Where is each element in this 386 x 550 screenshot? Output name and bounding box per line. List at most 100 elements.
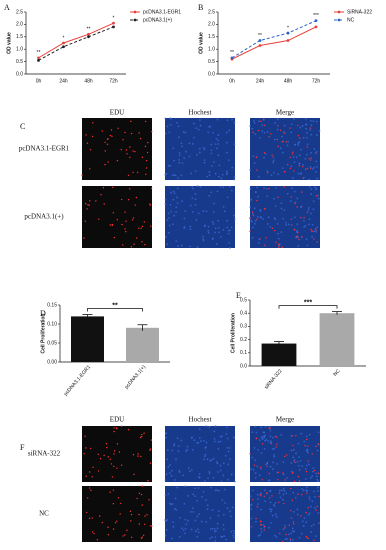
- edu-cell: [85, 447, 87, 449]
- nucleus: [230, 226, 233, 229]
- nucleus: [213, 430, 216, 433]
- edu-cell: [88, 517, 91, 520]
- micrograph: [82, 118, 152, 180]
- edu-cell: [122, 535, 124, 537]
- nucleus: [308, 223, 310, 226]
- edu-cell: [119, 513, 121, 515]
- nucleus: [299, 173, 302, 176]
- nucleus: [269, 429, 272, 432]
- edu-cell: [86, 511, 88, 514]
- nucleus: [172, 198, 175, 201]
- edu-cell: [136, 171, 139, 174]
- nucleus: [213, 161, 215, 164]
- nucleus: [164, 198, 167, 201]
- nucleus: [173, 214, 175, 217]
- edu-cell: [148, 499, 150, 501]
- edu-cell: [130, 520, 132, 522]
- nucleus: [166, 519, 169, 521]
- edu-cell: [309, 167, 312, 170]
- edu-cell: [268, 497, 271, 499]
- x-tick-label: siRNA-322: [263, 368, 283, 391]
- legend-label: SiRNA-322: [347, 9, 372, 15]
- edu-cell: [138, 492, 141, 495]
- edu-cell: [300, 205, 303, 208]
- edu-cell: [271, 227, 274, 230]
- nucleus: [250, 517, 253, 520]
- edu-cell: [311, 230, 313, 232]
- edu-cell: [132, 217, 135, 219]
- edu-cell: [137, 453, 139, 455]
- edu-cell: [267, 171, 269, 174]
- nucleus: [251, 226, 254, 229]
- point: [314, 25, 318, 29]
- nucleus: [266, 130, 269, 133]
- nucleus: [276, 128, 279, 131]
- nucleus: [311, 223, 314, 226]
- nucleus: [257, 534, 260, 537]
- edu-cell: [277, 196, 279, 198]
- nucleus: [199, 124, 202, 127]
- edu-cell: [144, 145, 147, 148]
- nucleus: [313, 148, 316, 150]
- edu-cell: [290, 449, 293, 452]
- nucleus: [170, 191, 172, 194]
- nucleus: [198, 476, 200, 478]
- nucleus: [184, 210, 187, 213]
- edu-cell: [129, 156, 131, 159]
- nucleus: [300, 432, 303, 435]
- nucleus: [315, 151, 318, 153]
- nucleus: [303, 219, 305, 222]
- column-header: EDU: [110, 416, 124, 424]
- edu-cell: [293, 480, 296, 483]
- nucleus: [286, 477, 288, 479]
- nucleus: [257, 498, 259, 500]
- nucleus: [264, 425, 267, 428]
- edu-cell: [130, 536, 133, 538]
- edu-cell: [125, 220, 127, 222]
- nucleus: [250, 219, 252, 222]
- series-line: [38, 22, 114, 59]
- nucleus: [172, 147, 175, 150]
- nucleus: [209, 459, 212, 462]
- nucleus: [214, 425, 217, 427]
- edu-cell: [296, 206, 298, 208]
- edu-cell: [134, 204, 136, 206]
- nucleus: [176, 121, 178, 124]
- edu-cell: [103, 203, 105, 205]
- nucleus: [315, 187, 318, 190]
- row-label: pcDNA3.1(+): [24, 213, 64, 221]
- nucleus: [174, 508, 176, 510]
- nucleus: [313, 490, 315, 493]
- nucleus: [282, 487, 285, 490]
- nucleus: [257, 120, 260, 123]
- point: [314, 19, 318, 23]
- nucleus: [273, 454, 276, 456]
- edu-cell: [277, 145, 279, 148]
- edu-cell: [305, 511, 307, 514]
- edu-cell: [110, 463, 113, 465]
- edu-cell: [310, 159, 312, 161]
- nucleus: [206, 458, 209, 461]
- edu-cell: [89, 200, 91, 202]
- nucleus: [264, 434, 267, 437]
- nucleus: [191, 185, 194, 188]
- nucleus: [226, 437, 229, 440]
- edu-cell: [251, 211, 254, 213]
- nucleus: [298, 456, 300, 459]
- panel-letter: B: [198, 3, 203, 12]
- nucleus: [164, 494, 167, 497]
- nucleus: [225, 538, 228, 541]
- edu-cell: [317, 472, 320, 474]
- edu-cell: [147, 479, 149, 482]
- significance: **: [87, 27, 91, 33]
- nucleus: [274, 122, 276, 124]
- edu-cell: [149, 203, 151, 205]
- edu-cell: [259, 524, 262, 526]
- nucleus: [198, 473, 201, 475]
- y-axis-label: OD value: [6, 32, 12, 54]
- edu-cell: [138, 513, 140, 516]
- nucleus: [249, 168, 252, 171]
- nucleus: [298, 536, 301, 539]
- nucleus: [300, 171, 302, 174]
- nucleus: [231, 506, 234, 509]
